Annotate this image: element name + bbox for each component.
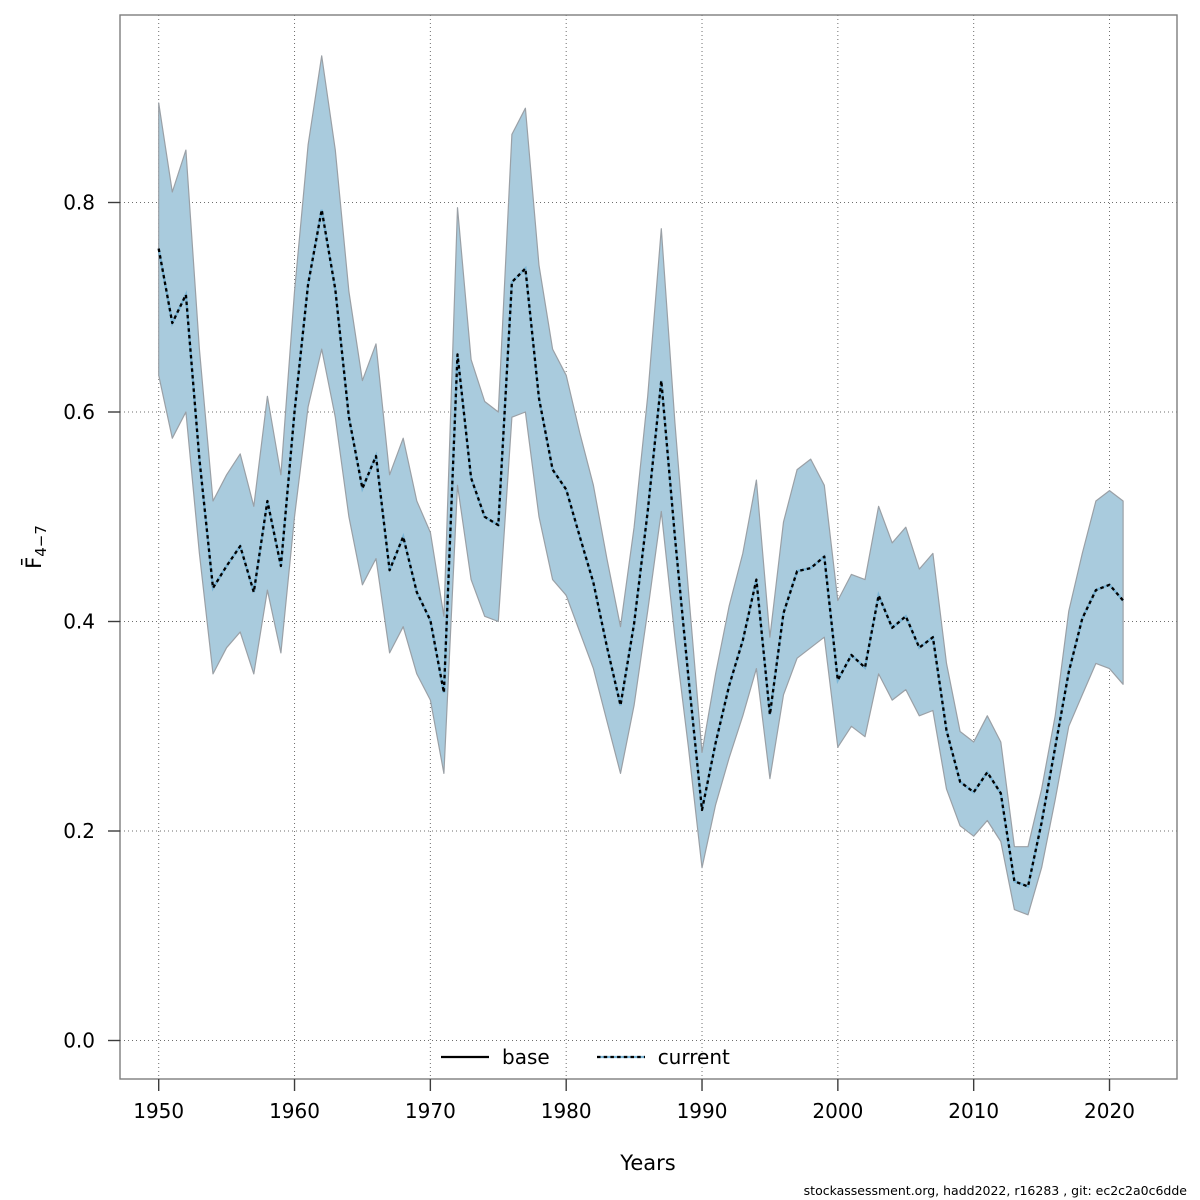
axis-ticks [108, 201, 1111, 1091]
y-axis-label: F̄4−7 [22, 525, 50, 569]
x-tick-label: 2020 [1084, 1099, 1135, 1123]
base-line-sample-icon [441, 1055, 489, 1059]
legend: base current [440, 1044, 730, 1070]
x-tick-label: 1970 [405, 1099, 456, 1123]
legend-label-base: base [502, 1045, 550, 1069]
y-axis-label-main: F̄ [21, 556, 46, 569]
x-tick-label: 2000 [812, 1099, 863, 1123]
y-tick-label: 0.2 [63, 819, 95, 843]
y-tick-label: 0.8 [63, 191, 95, 215]
x-tick-label: 1950 [133, 1099, 184, 1123]
plot-border [119, 14, 1178, 1080]
legend-label-current: current [657, 1045, 730, 1069]
x-tick-label: 1960 [269, 1099, 320, 1123]
y-tick-label: 0.4 [63, 610, 95, 634]
y-axis-label-sub: 4−7 [32, 525, 51, 557]
footer-attribution: stockassessment.org, hadd2022, r16283 , … [803, 1183, 1187, 1198]
current-line-sample-icon [596, 1055, 645, 1059]
y-tick-label: 0.0 [63, 1029, 95, 1053]
y-tick-label: 0.6 [63, 400, 95, 424]
x-tick-label: 2010 [948, 1099, 999, 1123]
x-axis-label: Years [620, 1151, 676, 1175]
x-tick-label: 1990 [677, 1099, 728, 1123]
axis-tick-labels: 1950 1960 1970 1980 1990 2000 2010 2020 0.0 0.2 0.… [63, 191, 1135, 1124]
x-tick-label: 1980 [541, 1099, 592, 1123]
current-line-underlay [157, 209, 1125, 889]
confidence-band [158, 55, 1124, 916]
